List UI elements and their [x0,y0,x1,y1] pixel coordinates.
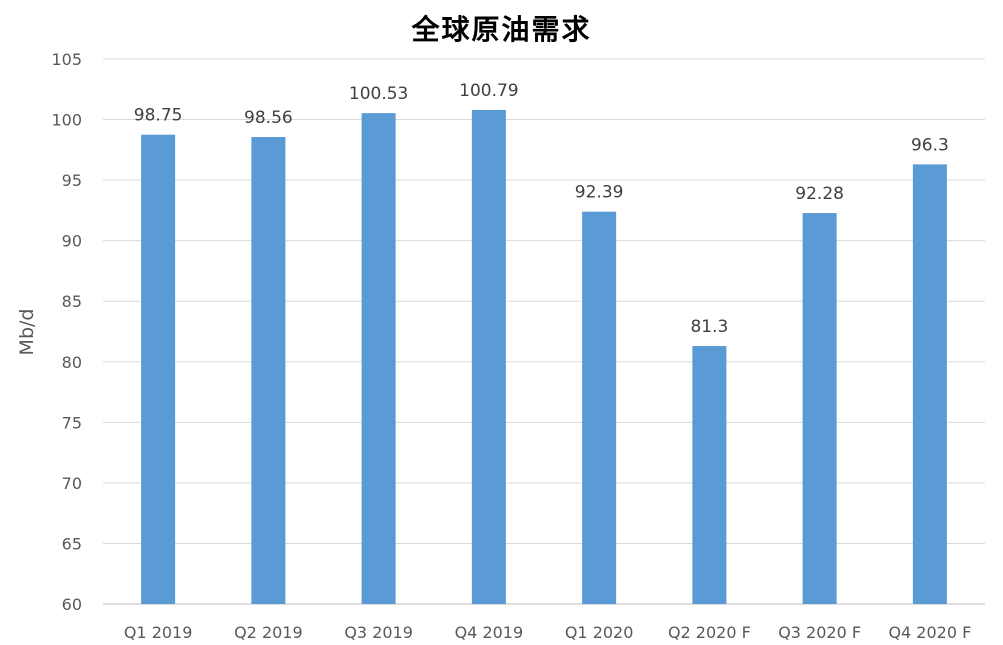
data-labels: 98.75 98.56 100.53 100.79 92.39 81.3 92.28 96.3 [134,81,949,337]
x-category-label: Q2 2019 [234,623,303,642]
y-tick-label: 100 [51,111,82,130]
y-tick-label: 105 [51,50,82,69]
data-label: 92.28 [795,184,844,204]
data-label: 96.3 [911,135,949,155]
data-label: 81.3 [690,317,728,337]
x-category-label: Q3 2020 F [778,623,861,642]
bar [802,213,837,604]
gridlines [103,58,985,605]
chart-title: 全球原油需求 [411,13,592,46]
bar [692,346,727,604]
x-category-label: Q1 2020 [565,623,634,642]
y-tick-label: 75 [62,413,82,432]
y-axis-title: Mb/d [16,309,38,356]
bar [582,211,617,604]
y-tick-label: 95 [62,171,82,190]
bar [141,134,176,604]
bars [141,109,947,605]
y-axis-ticks: 60 65 70 75 80 85 90 95 100 105 [51,50,82,614]
x-category-label: Q1 2019 [124,623,193,642]
bar [251,136,286,605]
data-label: 100.79 [459,81,518,101]
data-label: 98.56 [244,108,293,128]
x-axis-categories: Q1 2019 Q2 2019 Q3 2019 Q4 2019 Q1 2020 Q2 20… [124,623,971,642]
data-label: 100.53 [349,84,408,104]
y-tick-label: 70 [62,474,82,493]
y-tick-label: 85 [62,292,82,311]
x-category-label: Q3 2019 [344,623,413,642]
x-category-label: Q4 2019 [455,623,524,642]
data-label: 92.39 [575,183,624,203]
y-tick-label: 60 [62,595,82,614]
data-label: 98.75 [134,106,183,126]
x-category-label: Q4 2020 F [888,623,971,642]
bar [912,164,947,604]
bar [471,109,506,604]
bar [361,113,396,605]
y-tick-label: 65 [62,534,82,553]
y-tick-label: 90 [62,232,82,251]
y-tick-label: 80 [62,353,82,372]
x-category-label: Q2 2020 F [668,623,751,642]
